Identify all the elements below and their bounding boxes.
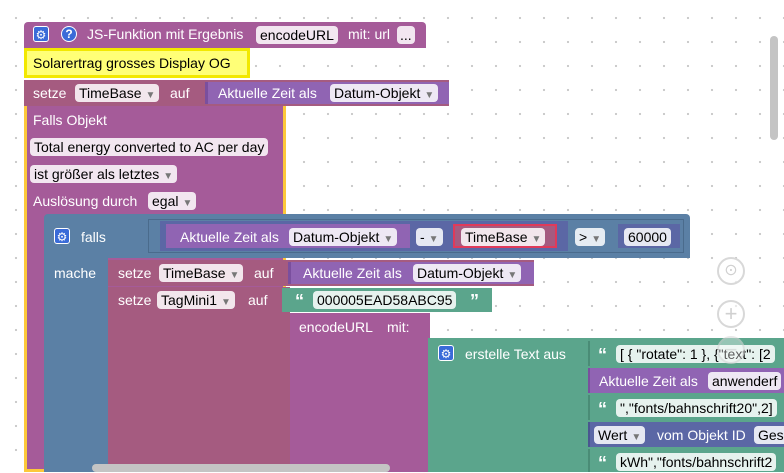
- gear-icon[interactable]: ⚙: [438, 345, 454, 361]
- timebase-dropdown[interactable]: TimeBase ▼: [75, 84, 160, 102]
- help-icon[interactable]: ?: [61, 26, 77, 42]
- ausloesung-dropdown[interactable]: egal ▼: [148, 192, 197, 210]
- setze-label: setze: [33, 85, 67, 101]
- trigger-object-field[interactable]: Total energy converted to AC per day: [30, 138, 269, 156]
- open-quote-icon: “: [295, 291, 304, 311]
- open-quote-icon: “: [598, 399, 607, 419]
- text-join-label: erstelle Text aus: [465, 346, 566, 362]
- encodeurl-mit-label: mit:: [387, 319, 410, 335]
- text-item-field[interactable]: ","fonts/bahnschrift20",2]: [616, 399, 777, 417]
- mache-label: mache: [54, 265, 97, 281]
- zoom-out-icon[interactable]: −: [717, 336, 745, 364]
- set-tagmini-block[interactable]: [108, 287, 290, 472]
- time-format-dropdown[interactable]: anwenderf: [708, 372, 782, 390]
- encodeurl-label: encodeURL: [299, 319, 373, 335]
- trigger-title: Falls Objekt: [33, 112, 107, 128]
- encodeurl-call-block[interactable]: [290, 313, 430, 472]
- time-format-dropdown[interactable]: Datum-Objekt ▼: [330, 84, 439, 102]
- setze-label: setze: [118, 265, 152, 281]
- auf-label: auf: [254, 265, 274, 281]
- number-field[interactable]: 60000: [624, 228, 671, 246]
- comment-text: Solarertrag grosses Display OG: [33, 55, 231, 71]
- time-label: Aktuelle Zeit als: [599, 373, 698, 389]
- close-quote-icon: ”: [470, 291, 479, 311]
- center-icon[interactable]: ⊙: [717, 257, 745, 285]
- gear-icon[interactable]: ⚙: [54, 228, 70, 244]
- ausloesung-label: Auslösung durch: [33, 193, 138, 209]
- timebase-dropdown[interactable]: TimeBase ▼: [159, 264, 244, 282]
- math-operator-dropdown[interactable]: - ▼: [416, 228, 443, 246]
- falls-label: falls: [81, 229, 106, 245]
- function-param-label: mit: url: [348, 26, 390, 42]
- open-quote-icon: “: [598, 345, 607, 365]
- auf-label: auf: [248, 292, 268, 308]
- tagmini-text-field[interactable]: 000005EAD58ABC95: [313, 291, 457, 309]
- object-id-field[interactable]: Ges: [754, 426, 784, 444]
- zoom-in-icon[interactable]: +: [717, 300, 745, 328]
- time-label: Aktuelle Zeit als: [218, 85, 317, 101]
- horizontal-scrollbar[interactable]: [92, 464, 390, 472]
- time-format-dropdown[interactable]: Datum-Objekt ▼: [413, 264, 522, 282]
- text-item-field[interactable]: [ { "rotate": 1 }, {"text": [2: [616, 345, 775, 363]
- time-label: Aktuelle Zeit als: [303, 265, 402, 281]
- gear-icon[interactable]: ⚙: [33, 26, 49, 42]
- function-name-field[interactable]: encodeURL: [256, 26, 338, 44]
- setze-label: setze: [118, 292, 152, 308]
- object-id-label: vom Objekt ID: [657, 427, 746, 443]
- trigger-condition-dropdown[interactable]: ist größer als letztes ▼: [30, 165, 178, 183]
- value-type-dropdown[interactable]: Wert ▼: [594, 426, 646, 444]
- function-more-button[interactable]: ...: [397, 26, 415, 44]
- comment-note[interactable]: [24, 48, 250, 78]
- function-block[interactable]: [24, 22, 426, 48]
- time-label: Aktuelle Zeit als: [180, 229, 279, 245]
- if-body-rail: [44, 258, 108, 472]
- auf-label: auf: [170, 85, 190, 101]
- compare-operator-dropdown[interactable]: > ▼: [575, 228, 606, 246]
- open-quote-icon: “: [598, 453, 607, 473]
- vertical-scrollbar[interactable]: [770, 36, 778, 140]
- time-format-dropdown[interactable]: Datum-Objekt ▼: [289, 228, 398, 246]
- tagmini-dropdown[interactable]: TagMini1 ▼: [157, 291, 235, 309]
- timebase-dropdown[interactable]: TimeBase ▼: [461, 228, 546, 246]
- text-item-field[interactable]: kWh","fonts/bahnschrift2: [616, 453, 777, 471]
- function-title: JS-Funktion mit Ergebnis: [87, 26, 244, 42]
